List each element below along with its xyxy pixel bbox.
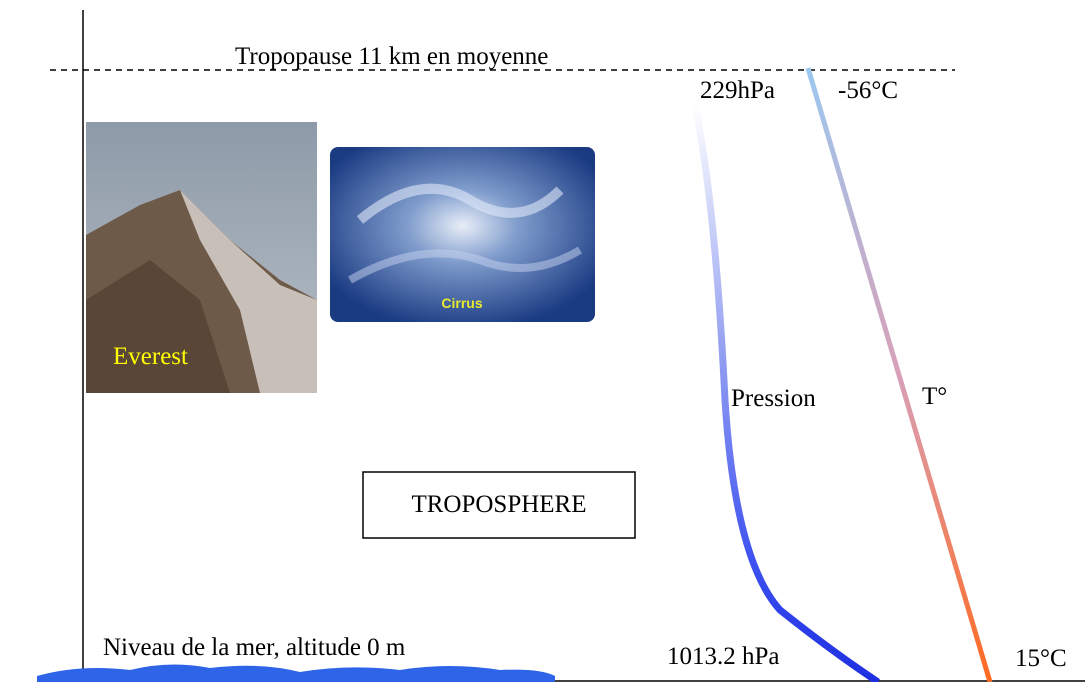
top-pressure: 229hPa bbox=[700, 77, 775, 104]
everest-photo: Everest bbox=[86, 122, 317, 393]
pressure-curve bbox=[691, 104, 880, 682]
bottom-pressure: 1013.2 hPa bbox=[667, 643, 780, 670]
tropopause-label: Tropopause 11 km en moyenne bbox=[235, 43, 548, 70]
top-temperature: -56°C bbox=[838, 77, 898, 104]
cirrus-photo: Cirrus bbox=[330, 147, 595, 322]
temperature-curve bbox=[805, 67, 993, 682]
curve-label: Pression bbox=[731, 385, 816, 412]
bottom-temperature: 15°C bbox=[1015, 645, 1067, 672]
layer-label: TROPOSPHERE bbox=[411, 491, 586, 518]
image-label: Cirrus bbox=[441, 295, 482, 311]
layer-box bbox=[362, 471, 636, 539]
sea-wave bbox=[37, 664, 555, 682]
sea-level-label: Niveau de la mer, altitude 0 m bbox=[103, 634, 406, 661]
curve-label: T° bbox=[922, 383, 947, 410]
image-label: Everest bbox=[113, 343, 188, 370]
